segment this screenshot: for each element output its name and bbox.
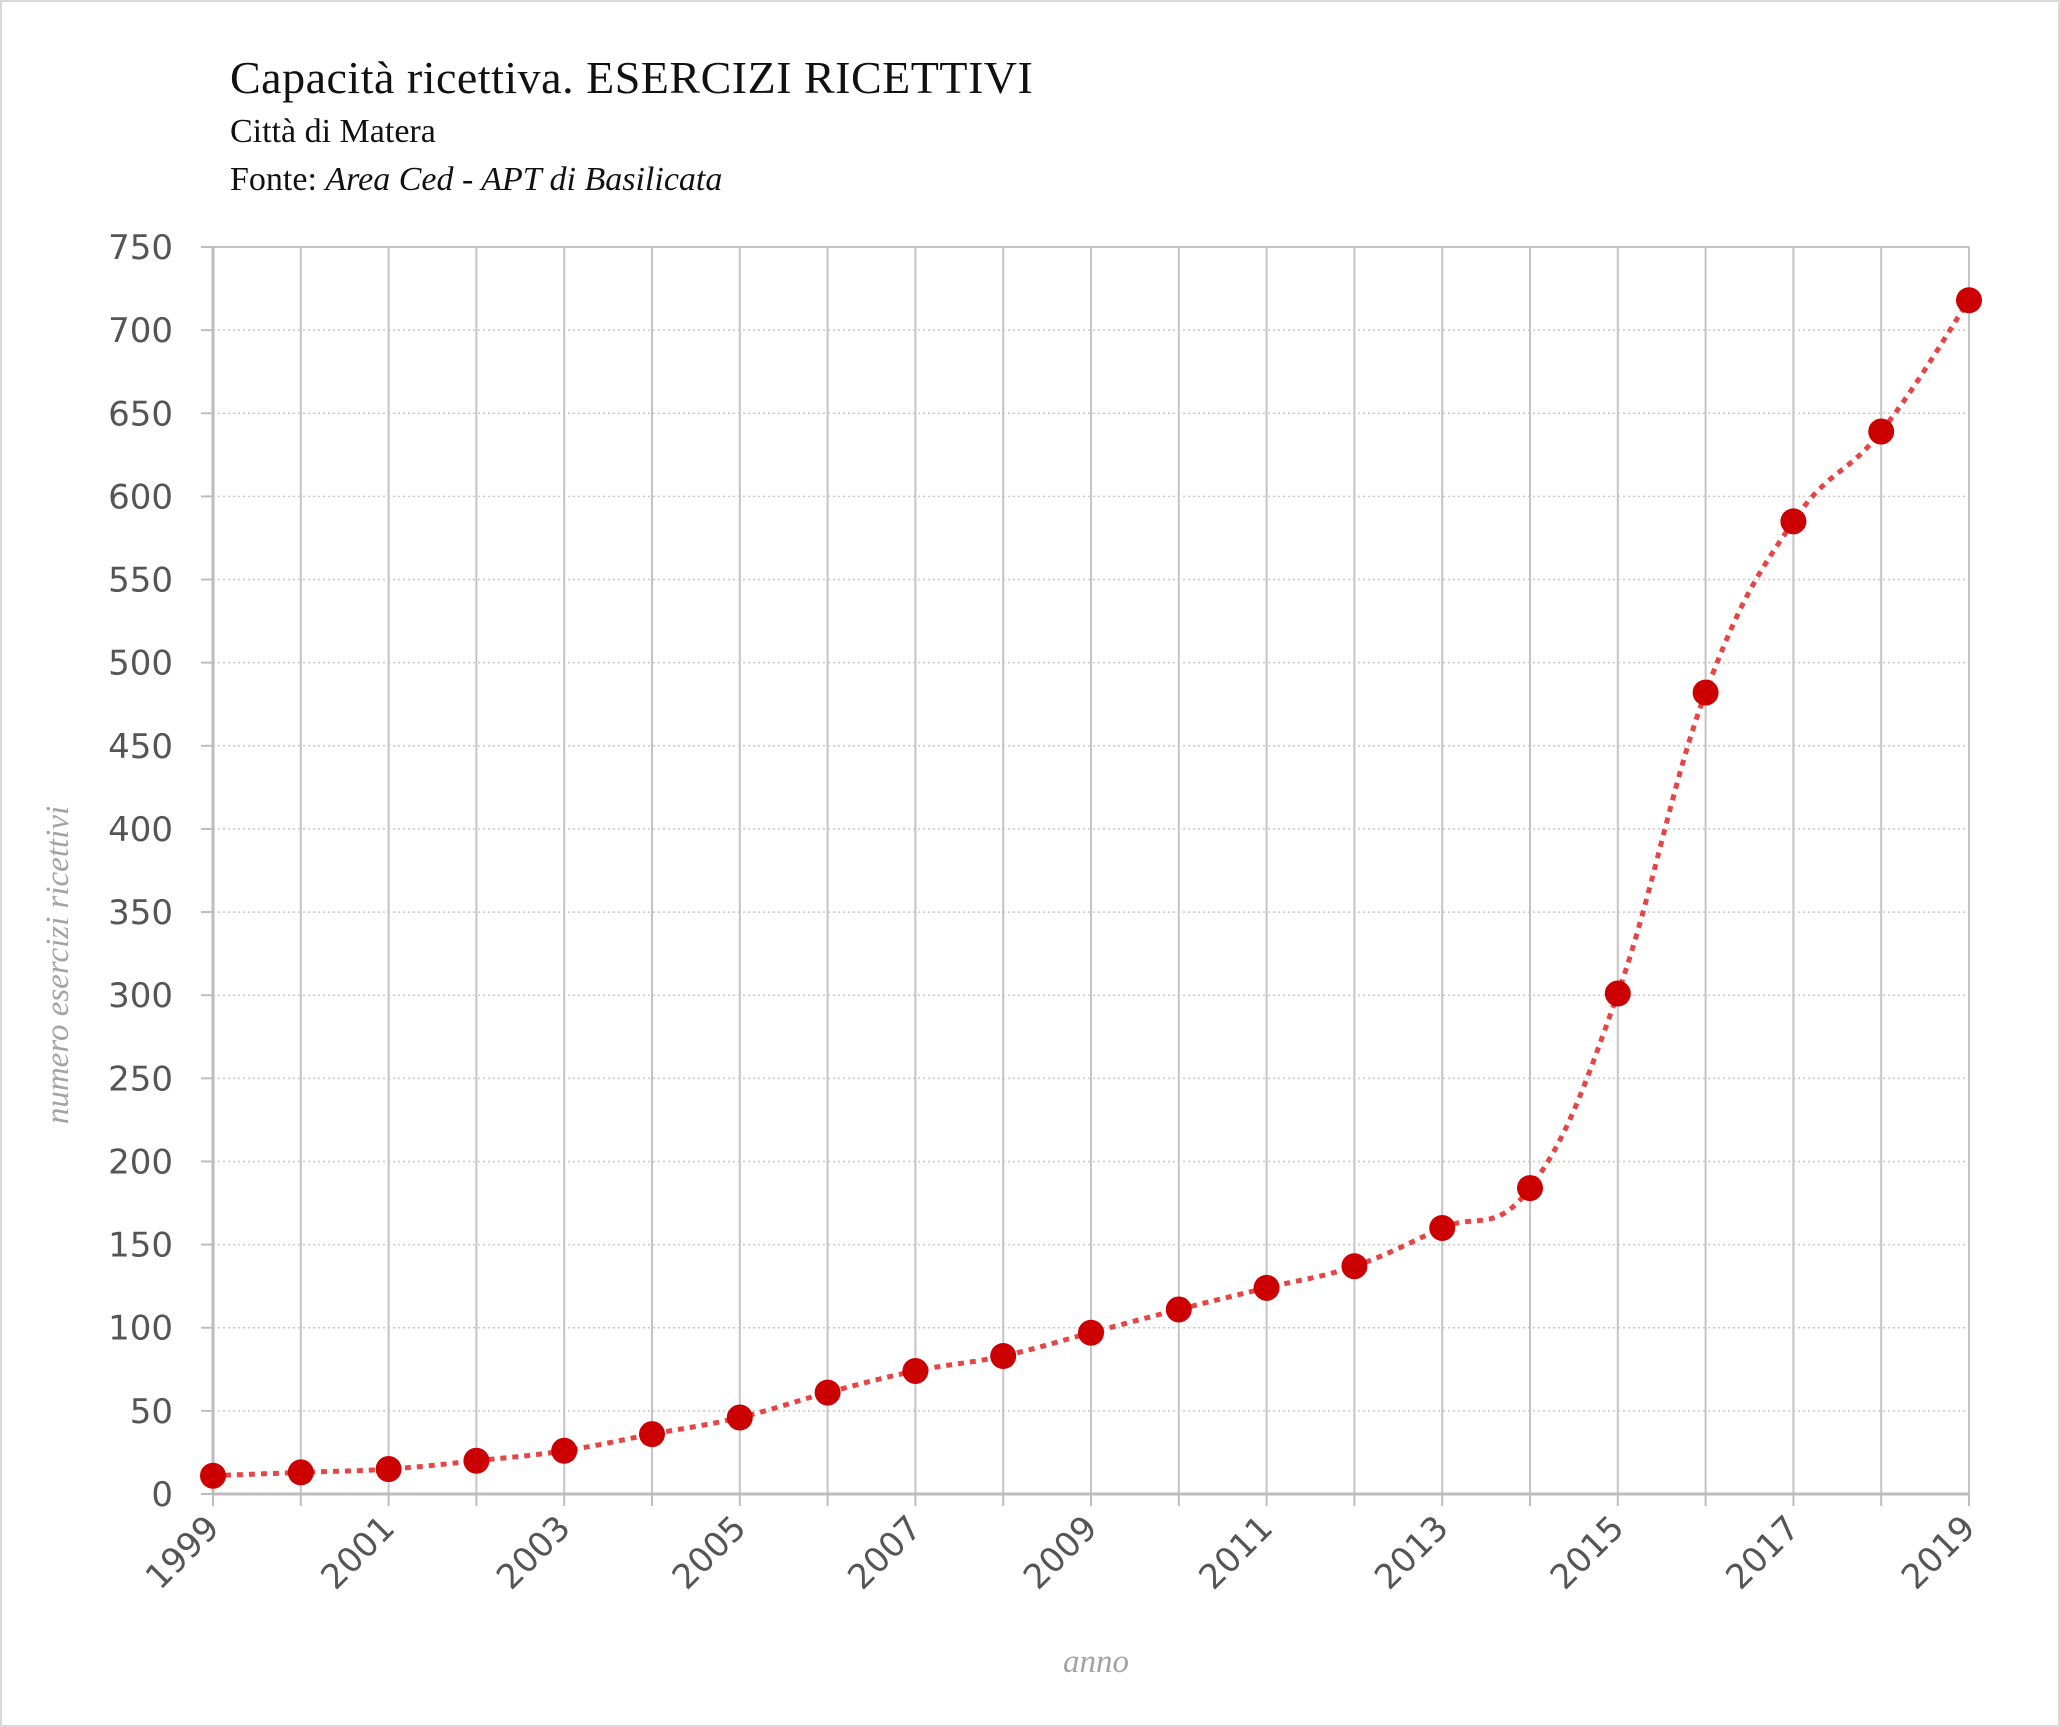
x-axis-title: anno <box>1063 1644 1129 1680</box>
data-point <box>1780 508 1807 535</box>
y-tick-label: 350 <box>108 893 173 933</box>
chart-title: Capacità ricettiva. ESERCIZI RICETTIVI <box>230 52 1034 103</box>
chart-source: Fonte: Area Ced - APT di Basilicata <box>230 156 1033 204</box>
grid-layer <box>212 246 1970 1494</box>
chart-subtitle: Città di Matera <box>230 113 436 150</box>
y-tick-label: 500 <box>108 644 173 684</box>
data-point <box>287 1459 314 1486</box>
y-axis-title: numero esercizi ricettivi <box>40 806 76 1124</box>
y-tick-label: 200 <box>108 1142 173 1182</box>
source-name: Area Ced - APT di Basilicata <box>325 161 723 198</box>
y-tick-label: 50 <box>130 1392 173 1432</box>
data-point <box>1692 679 1719 706</box>
data-point <box>375 1456 402 1483</box>
x-tick-label: 2009 <box>1016 1508 1105 1597</box>
data-point <box>1429 1214 1456 1241</box>
x-tick-label: 2011 <box>1191 1508 1280 1597</box>
y-tick-label: 650 <box>108 394 173 434</box>
x-tick-label: 2017 <box>1718 1508 1807 1597</box>
data-point <box>639 1421 665 1448</box>
x-tick-label: 1999 <box>138 1508 227 1597</box>
data-point <box>200 1462 226 1489</box>
x-tick-label: 2005 <box>665 1508 754 1597</box>
y-tick-label: 600 <box>108 477 173 517</box>
y-tick-label: 750 <box>108 228 173 268</box>
y-tick-label: 450 <box>108 727 173 767</box>
y-tick-label: 400 <box>108 810 173 850</box>
y-tick-label: 150 <box>108 1226 173 1266</box>
y-tick-label: 300 <box>108 976 173 1016</box>
y-tick-label: 0 <box>151 1475 173 1515</box>
series-layer <box>200 287 1982 1489</box>
x-tick-label: 2007 <box>840 1508 929 1597</box>
y-tick-label: 700 <box>108 311 173 351</box>
x-tick-label: 2003 <box>489 1508 578 1597</box>
data-point <box>1078 1319 1104 1346</box>
x-tick-label: 2019 <box>1894 1508 1983 1597</box>
data-point <box>1868 418 1895 445</box>
data-point <box>1253 1274 1280 1301</box>
data-point <box>1517 1175 1543 1202</box>
data-point <box>814 1379 841 1406</box>
x-tick-label: 2001 <box>313 1508 402 1597</box>
y-tick-label: 550 <box>108 561 173 601</box>
x-tick-label: 2015 <box>1543 1508 1632 1597</box>
data-point <box>1956 287 1982 314</box>
y-tick-label: 250 <box>108 1059 173 1099</box>
data-point <box>726 1404 753 1431</box>
data-point <box>551 1437 578 1464</box>
data-point <box>902 1357 929 1384</box>
data-point <box>1165 1296 1192 1323</box>
x-tick-label: 2013 <box>1367 1508 1456 1597</box>
data-point <box>990 1342 1017 1369</box>
source-prefix: Fonte: <box>230 161 326 198</box>
data-point <box>1341 1253 1368 1280</box>
y-tick-label: 100 <box>108 1309 173 1349</box>
chart-header: Capacità ricettiva. ESERCIZI RICETTIVI C… <box>230 48 1033 204</box>
data-point <box>1604 980 1631 1007</box>
data-point <box>463 1447 490 1474</box>
